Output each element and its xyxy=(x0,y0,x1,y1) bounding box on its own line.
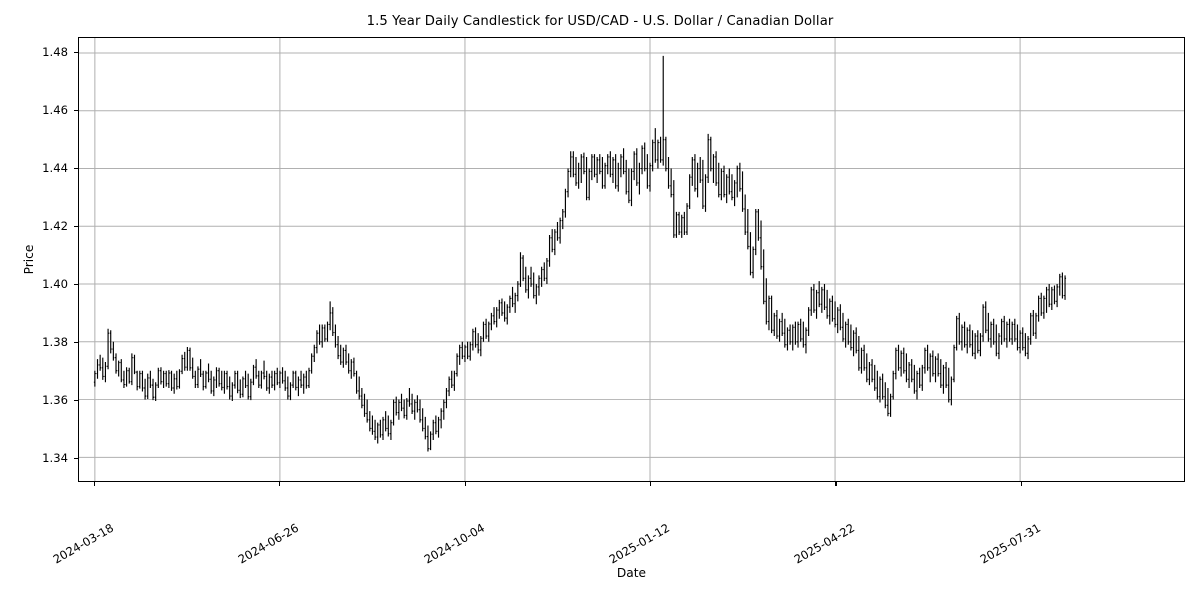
x-axis-label: Date xyxy=(616,566,647,580)
x-axis-tick-label: 2025-07-31 xyxy=(977,520,1043,567)
y-axis-tick-marks xyxy=(0,37,78,482)
y-axis-tick-mark xyxy=(74,52,78,54)
y-axis-tick-mark xyxy=(74,342,78,344)
x-axis-tick-mark xyxy=(1020,482,1022,486)
y-axis-tick-label: 1.40 xyxy=(42,277,68,292)
y-axis-tick-mark xyxy=(74,226,78,228)
x-axis-tick-label: 2024-06-26 xyxy=(235,520,302,567)
y-axis-tick-mark xyxy=(74,168,78,170)
y-axis-tick-label: 1.44 xyxy=(42,161,68,176)
x-axis-tick-mark xyxy=(835,482,837,486)
x-axis-tick-label: 2025-01-12 xyxy=(606,520,673,567)
chart-title: 1.5 Year Daily Candlestick for USD/CAD -… xyxy=(366,14,834,29)
y-axis-tick-label: 1.34 xyxy=(42,451,68,466)
y-axis-tick-label: 1.38 xyxy=(42,335,68,350)
y-axis-tick-label: 1.42 xyxy=(42,219,68,234)
y-axis-tick-mark xyxy=(74,110,78,112)
x-axis-tick-label: 2025-04-22 xyxy=(792,520,858,567)
y-axis-tick-mark xyxy=(74,284,78,286)
y-axis-tick-labels: 1.34 1.36 1.38 1.40 1.42 1.44 1.46 1.48 xyxy=(0,37,68,482)
x-axis-tick-labels: 2024-03-18 2024-06-26 2024-10-04 2025-01-12… xyxy=(51,487,1185,567)
x-axis-tick-mark xyxy=(464,482,466,486)
y-axis-tick-label: 1.48 xyxy=(42,45,68,60)
x-axis-tick-mark xyxy=(279,482,281,486)
grid-lines xyxy=(79,38,1184,481)
y-axis-tick-mark xyxy=(74,400,78,402)
x-axis-tick-mark xyxy=(93,482,96,486)
x-axis-tick-marks xyxy=(78,482,1185,487)
x-axis-tick-label: 2024-03-18 xyxy=(50,520,116,567)
y-axis-tick-label: 1.36 xyxy=(42,393,68,408)
y-axis-tick-mark xyxy=(74,458,78,460)
plot-area xyxy=(78,37,1185,482)
y-axis-tick-label: 1.46 xyxy=(42,103,68,118)
x-axis-tick-mark xyxy=(650,482,652,486)
ohlc-bar-series xyxy=(93,55,1067,452)
x-axis-tick-label: 2024-10-04 xyxy=(421,520,487,567)
